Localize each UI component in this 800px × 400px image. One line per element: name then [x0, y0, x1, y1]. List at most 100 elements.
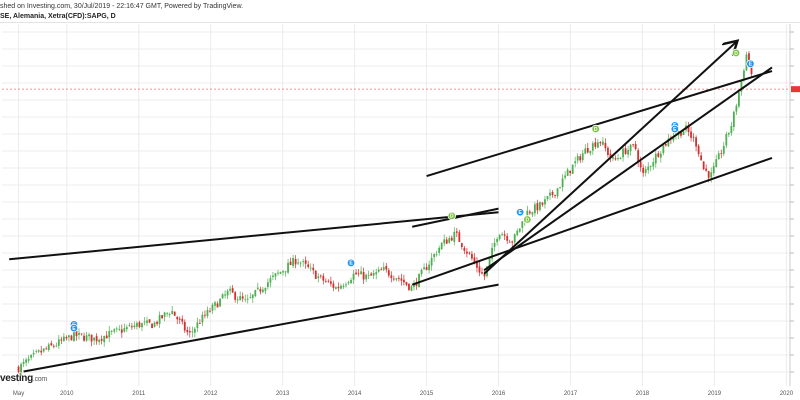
candle-body [206, 309, 209, 317]
candle-body [730, 125, 733, 134]
candle-body [324, 280, 327, 282]
candle-body [697, 145, 700, 155]
candle-body [410, 286, 413, 291]
candle-body [95, 336, 98, 342]
candle-body [644, 169, 647, 173]
instrument-title: SE, Alemania, Xetra(CFD):SAPG, D [0, 13, 116, 20]
candle-body [52, 345, 55, 347]
badge-label: E [349, 261, 353, 267]
candle-body [403, 279, 405, 283]
candle-body [473, 257, 476, 263]
trendline [483, 66, 773, 271]
x-tick-label: 2016 [492, 391, 506, 397]
candle-body [589, 150, 592, 154]
candle-body [279, 271, 282, 274]
candle-body [649, 166, 652, 167]
candle-body [108, 331, 111, 338]
candle-body [549, 192, 551, 196]
candle-body [274, 273, 277, 277]
candle-body [98, 339, 101, 343]
candle-body [627, 149, 629, 155]
candle-body [284, 271, 287, 273]
candle-body [554, 194, 556, 196]
candle-body [128, 325, 131, 327]
candle-body [196, 322, 199, 329]
candle-body [148, 319, 151, 323]
candle-body [68, 335, 70, 338]
candle-body [511, 241, 514, 243]
candle-body [654, 153, 657, 164]
candle-body [78, 332, 80, 335]
candle-body [445, 239, 448, 244]
candle-body [443, 239, 446, 244]
candle-body [702, 161, 705, 170]
candle-body [710, 172, 713, 178]
candle-body [458, 232, 461, 242]
candle-body [209, 310, 211, 312]
candle-body [168, 314, 171, 315]
candle-body [599, 141, 602, 144]
candle-body [662, 145, 665, 154]
candle-body [591, 143, 594, 151]
candle-body [612, 157, 614, 159]
candle-body [735, 105, 738, 112]
candle-body [40, 350, 43, 353]
candle-body [314, 270, 317, 279]
earnings-badge [69, 323, 79, 333]
candle-body [317, 276, 320, 279]
candle-body [491, 247, 493, 259]
dividend-badge [447, 211, 456, 221]
candle-body [201, 314, 204, 323]
candle-body [380, 269, 383, 271]
candle-body [45, 348, 48, 350]
candle-body [629, 144, 632, 152]
candle-body [727, 132, 730, 135]
candle-body [738, 92, 740, 107]
candle-body [367, 274, 370, 276]
candle-body [171, 311, 174, 315]
candle-body [377, 269, 380, 272]
candle-body [619, 158, 622, 160]
candle-body [664, 144, 667, 146]
x-tick-label: 2014 [348, 391, 362, 397]
candle-body [493, 242, 496, 247]
candle-body [20, 364, 22, 373]
candle-body [440, 242, 443, 249]
candle-body [614, 158, 617, 160]
candle-body [468, 252, 471, 254]
candle-body [329, 281, 332, 284]
candle-body [531, 212, 534, 215]
candle-body [571, 164, 574, 174]
candle-body [221, 294, 224, 299]
candle-body [322, 275, 325, 281]
candle-body [327, 280, 330, 282]
candle-body [609, 153, 612, 158]
candle-body [680, 131, 682, 136]
trendline-arrow [483, 42, 736, 275]
candle-body [488, 257, 491, 267]
candle-body [138, 322, 141, 328]
candle-body [229, 288, 232, 291]
candle-body [740, 80, 743, 92]
earnings-badge [346, 258, 356, 268]
candle-body [204, 314, 206, 316]
candle-body [370, 273, 373, 276]
candle-body [624, 148, 627, 155]
candle-body [156, 321, 158, 324]
candle-body [261, 289, 264, 293]
candle-body [115, 328, 118, 330]
candle-body [357, 273, 360, 275]
candle-body [647, 166, 650, 171]
candle-body [690, 131, 692, 138]
candle-body [471, 253, 473, 259]
candle-body [191, 331, 194, 333]
candle-body [584, 148, 587, 154]
candle-body [83, 335, 85, 341]
candle-body [27, 358, 30, 361]
candle-body [105, 335, 108, 339]
candle-body [90, 334, 93, 342]
candle-body [32, 352, 35, 355]
candle-body [750, 64, 753, 75]
candle-body [503, 234, 506, 236]
dividend-badge [731, 48, 741, 58]
